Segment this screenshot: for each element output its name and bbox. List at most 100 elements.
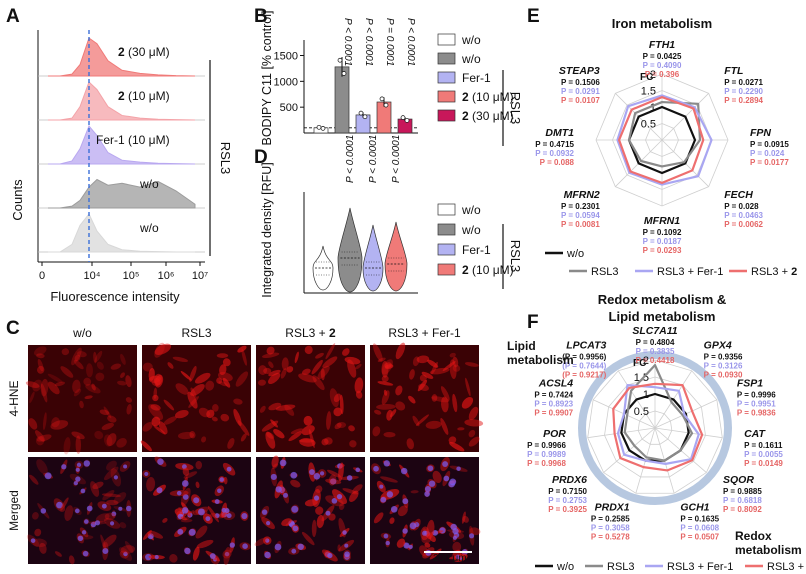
nucleus-signal [184,547,191,555]
tick-label-b-y: 1000 [274,76,298,88]
data-point [404,118,410,123]
nucleus-signal [319,471,325,476]
radar-p-value: P = 0.396 [645,70,680,79]
cell-signal [101,422,114,430]
microscopy-image [142,345,251,452]
cell-signal [101,493,121,498]
cell-signal [333,407,343,417]
radar-axis-gene: FSP1 [737,378,763,390]
cell-signal [334,422,342,430]
cell-signal [268,402,282,411]
cell-signal [172,356,188,362]
nucleus-signal [424,491,430,497]
radar-gridline [637,410,673,445]
histogram-curve [48,81,196,121]
nucleus-signal [226,466,232,472]
p-value-b: P < 0.0001 [342,18,353,66]
panel-c-microscopy: w/o RSL3 RSL3 + 2 RSL3 + Fer-1 4-HNE Merged 20… [7,326,484,566]
cell-signal [198,407,211,418]
panel-letter-c: C [6,318,20,339]
cell-signal [95,372,105,382]
cell-signal [294,351,299,364]
cell-signal [372,343,383,362]
radar-p-value: P = 0.1092 [643,228,682,237]
legend-label-b: Fer-1 [462,71,491,85]
tick-label-a-x: 10⁵ [123,270,140,282]
microscopy-column-label: RSL3 [181,326,211,340]
cell-signal [84,395,93,400]
radar-p-value: P = 0.9968 [527,459,566,468]
legend-swatch-b [437,71,456,84]
radar-p-value: P = 0.0463 [724,211,763,220]
nucleus-signal [94,520,101,526]
cell-signal [381,375,389,383]
radar-axis-gene: GPX4 [704,339,732,351]
cell-signal [223,476,228,485]
nucleus-signal [383,533,389,539]
nucleus-signal [181,507,189,514]
cell-signal [86,363,93,378]
cell-signal [106,499,119,506]
cell-signal [257,379,266,386]
cell-signal [175,383,189,395]
legend-label-b: 2 (30 μM) [462,109,514,123]
cell-signal [142,362,153,372]
panel-f-title-line2: Lipid metabolism [609,309,716,324]
cell-signal [146,476,156,492]
cell-signal [355,390,363,399]
cell-signal [272,463,279,470]
legend-swatch-d [437,263,456,276]
radar-p-value: P = 0.3126 [704,361,743,370]
cell-signal [177,431,195,440]
cell-signal [286,366,294,373]
nucleus-signal [219,477,225,482]
rsl3-label-d: RSL3 [508,240,523,273]
nucleus-signal [383,460,391,467]
cell-signal [90,481,100,497]
nucleus-signal [226,513,232,519]
radar-p-value: P = 0.0930 [704,370,743,379]
cell-signal [408,395,416,404]
cell-signal [73,359,84,370]
cell-signal [412,415,420,427]
radar-p-value: P = 0.1506 [561,78,600,87]
cell-signal [126,404,132,415]
cell-signal [275,404,296,411]
radar-series-line [618,96,705,184]
cell-signal [175,410,189,419]
cell-signal [349,440,357,448]
nucleus-signal [452,527,459,535]
cell-signal [406,438,415,450]
cell-signal [377,381,394,386]
nucleus-signal [422,530,428,537]
microscopy-image [28,345,137,452]
data-point [320,126,326,131]
cell-signal [37,359,44,372]
nucleus-signal [442,461,449,468]
radar-axis-gene: PRDX1 [595,501,630,513]
cell-signal [47,381,60,395]
cell-signal [409,369,415,380]
nucleus-signal [44,472,52,480]
cell-signal [352,484,363,494]
nucleus-signal [154,555,159,560]
cell-signal [317,365,330,380]
radar-p-value: P = 0.7424 [534,391,573,400]
nucleus-signal [109,521,115,526]
cell-signal [259,405,266,413]
nucleus-signal [355,467,361,473]
cell-signal [383,389,388,396]
cell-signal [29,391,35,404]
cell-signal [316,514,325,529]
nucleus-signal [205,516,211,522]
cell-signal [39,542,47,554]
cell-signal [142,421,153,432]
nucleus-signal [330,478,337,485]
cell-signal [79,400,84,409]
cell-signal [452,356,459,368]
cell-signal [152,394,159,402]
radar-axis-gene: FECH [724,189,753,201]
cell-signal [125,397,132,403]
nucleus-signal [291,505,299,513]
nucleus-signal [443,475,450,482]
